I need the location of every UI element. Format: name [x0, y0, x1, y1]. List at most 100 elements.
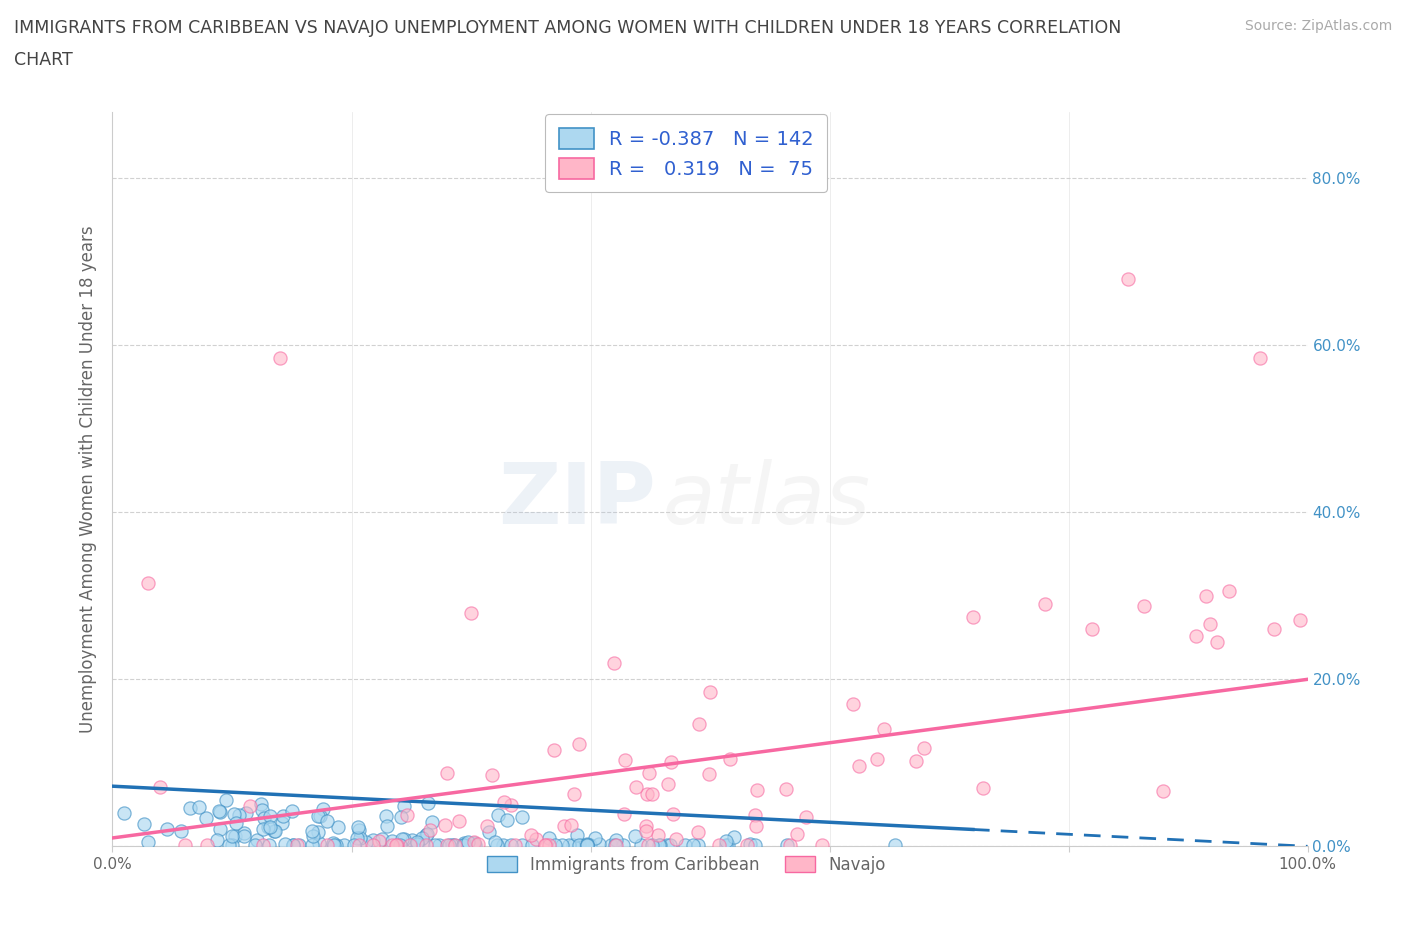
Point: [647, 828, 669, 843]
Point: [347, 819, 370, 834]
Point: [534, 838, 557, 853]
Point: [381, 833, 404, 848]
Point: [415, 827, 437, 842]
Point: [865, 752, 887, 767]
Point: [571, 838, 593, 853]
Point: [1206, 635, 1229, 650]
Point: [349, 830, 371, 845]
Point: [520, 838, 543, 853]
Point: [443, 838, 465, 853]
Point: [451, 838, 474, 853]
Point: [114, 805, 136, 820]
Point: [312, 802, 335, 817]
Point: [415, 838, 437, 853]
Point: [583, 830, 606, 845]
Point: [503, 838, 526, 853]
Point: [389, 810, 412, 825]
Point: [1081, 622, 1104, 637]
Point: [274, 837, 297, 852]
Point: [534, 838, 557, 853]
Point: [281, 838, 304, 853]
Point: [250, 803, 273, 817]
Point: [599, 838, 621, 853]
Point: [188, 800, 211, 815]
Point: [1199, 617, 1222, 631]
Point: [478, 824, 501, 839]
Point: [637, 838, 659, 853]
Point: [659, 754, 682, 769]
Point: [420, 815, 443, 830]
Point: [1133, 599, 1156, 614]
Point: [659, 838, 682, 853]
Point: [1218, 583, 1240, 598]
Point: [209, 822, 232, 837]
Point: [307, 808, 329, 823]
Point: [252, 822, 274, 837]
Point: [222, 807, 245, 822]
Point: [1118, 272, 1140, 286]
Point: [630, 838, 652, 853]
Point: [301, 838, 323, 853]
Point: [640, 787, 662, 802]
Point: [568, 838, 591, 853]
Point: [688, 717, 710, 732]
Point: [307, 824, 329, 839]
Point: [368, 833, 391, 848]
Point: [576, 838, 599, 853]
Point: [354, 834, 377, 849]
Point: [228, 807, 250, 822]
Point: [427, 838, 450, 853]
Point: [361, 838, 384, 853]
Point: [371, 832, 394, 847]
Point: [401, 832, 423, 847]
Point: [215, 793, 238, 808]
Point: [475, 818, 498, 833]
Point: [464, 838, 486, 853]
Point: [745, 783, 768, 798]
Point: [343, 838, 366, 853]
Point: [405, 837, 427, 852]
Point: [375, 808, 398, 823]
Point: [253, 811, 276, 826]
Point: [779, 838, 801, 853]
Point: [634, 824, 657, 839]
Point: [568, 737, 591, 751]
Point: [218, 838, 240, 853]
Point: [232, 825, 254, 840]
Point: [433, 818, 456, 833]
Point: [510, 838, 533, 853]
Point: [412, 838, 434, 853]
Point: [495, 812, 517, 827]
Point: [1185, 629, 1208, 644]
Point: [411, 830, 433, 845]
Point: [288, 838, 311, 853]
Point: [309, 809, 332, 824]
Point: [208, 805, 231, 820]
Point: [436, 838, 458, 853]
Point: [612, 838, 634, 853]
Point: [794, 809, 817, 824]
Point: [873, 722, 896, 737]
Point: [578, 838, 600, 853]
Point: [553, 818, 575, 833]
Point: [347, 822, 370, 837]
Point: [718, 751, 741, 766]
Point: [636, 786, 658, 801]
Point: [636, 818, 658, 833]
Point: [576, 837, 599, 852]
Point: [588, 837, 610, 852]
Point: [565, 828, 588, 843]
Point: [301, 824, 323, 839]
Point: [686, 825, 709, 840]
Y-axis label: Unemployment Among Women with Children Under 18 years: Unemployment Among Women with Children U…: [79, 225, 97, 733]
Point: [884, 838, 907, 853]
Point: [776, 838, 799, 853]
Point: [326, 819, 349, 834]
Point: [134, 817, 156, 831]
Point: [225, 816, 247, 830]
Point: [714, 834, 737, 849]
Point: [613, 807, 636, 822]
Point: [962, 609, 984, 624]
Point: [385, 838, 408, 853]
Point: [243, 838, 266, 853]
